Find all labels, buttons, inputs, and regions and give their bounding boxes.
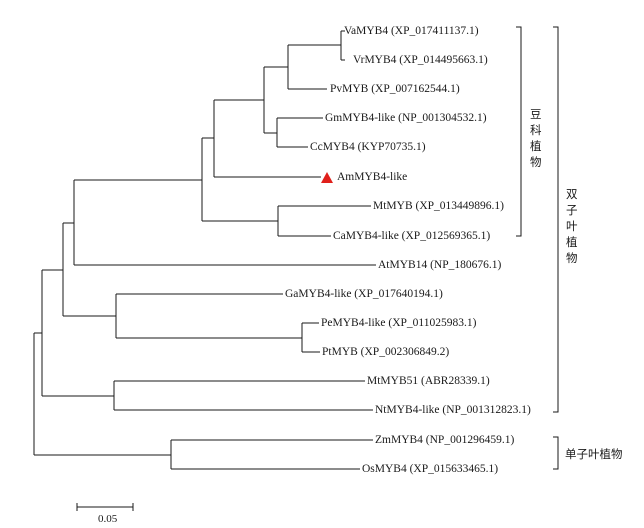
scale-bar-label: 0.05 [98, 513, 118, 525]
leaf-label-zmmyb4: ZmMYB4 (NP_001296459.1) [375, 434, 514, 446]
group-label-char: 子 [566, 203, 578, 217]
group-label-monocots: 单子叶植物 [565, 447, 623, 461]
leaf-label-ccmyb4: CcMYB4 (KYP70735.1) [310, 141, 426, 153]
highlight-triangle-icon [321, 172, 333, 183]
group-label-char: 豆 [530, 107, 542, 121]
group-brackets: 豆科植物 双子叶植物 单子叶植物 [516, 26, 623, 470]
group-label-char: 物 [566, 251, 578, 265]
leaf-label-mtmyb: MtMYB (XP_013449896.1) [373, 200, 504, 212]
leaf-label-mtmyb51: MtMYB51 (ABR28339.1) [367, 375, 490, 387]
group-label-char: 叶 [566, 219, 578, 233]
group-label-char: 双 [566, 187, 578, 201]
group-label-legumes: 豆科植物 [530, 107, 542, 169]
leaf-label-atmyb14: AtMYB14 (NP_180676.1) [378, 259, 501, 271]
leaf-label-camyb4: CaMYB4-like (XP_012569365.1) [333, 230, 490, 242]
tree-branches [33, 30, 376, 470]
bracket-dicots [553, 26, 559, 413]
leaf-label-osmyb4: OsMYB4 (XP_015633465.1) [362, 463, 498, 475]
leaf-label-gmmyb4: GmMYB4-like (NP_001304532.1) [325, 112, 487, 124]
group-label-char: 植 [566, 235, 578, 249]
leaf-label-gamyb4: GaMYB4-like (XP_017640194.1) [285, 288, 443, 300]
leaf-label-ntmyb4: NtMYB4-like (NP_001312823.1) [375, 404, 531, 416]
leaf-label-vamyb4: VaMYB4 (XP_017411137.1) [344, 25, 479, 37]
leaf-labels: VaMYB4 (XP_017411137.1) VrMYB4 (XP_01449… [285, 25, 531, 475]
bracket-legumes [516, 26, 522, 237]
group-label-char: 物 [530, 155, 542, 169]
leaf-label-pemyb4: PeMYB4-like (XP_011025983.1) [321, 317, 477, 329]
scale-bar: 0.05 [76, 503, 134, 525]
leaf-label-vrmyb4: VrMYB4 (XP_014495663.1) [353, 54, 488, 66]
group-label-char: 科 [530, 123, 542, 137]
leaf-label-ammyb4: AmMYB4-like [337, 171, 407, 183]
leaf-label-ptmyb: PtMYB (XP_002306849.2) [322, 346, 449, 358]
bracket-monocots [553, 436, 559, 470]
group-label-dicots: 双子叶植物 [566, 187, 578, 265]
leaf-label-pvmyb: PvMYB (XP_007162544.1) [330, 83, 460, 95]
group-label-char: 植 [530, 139, 542, 153]
